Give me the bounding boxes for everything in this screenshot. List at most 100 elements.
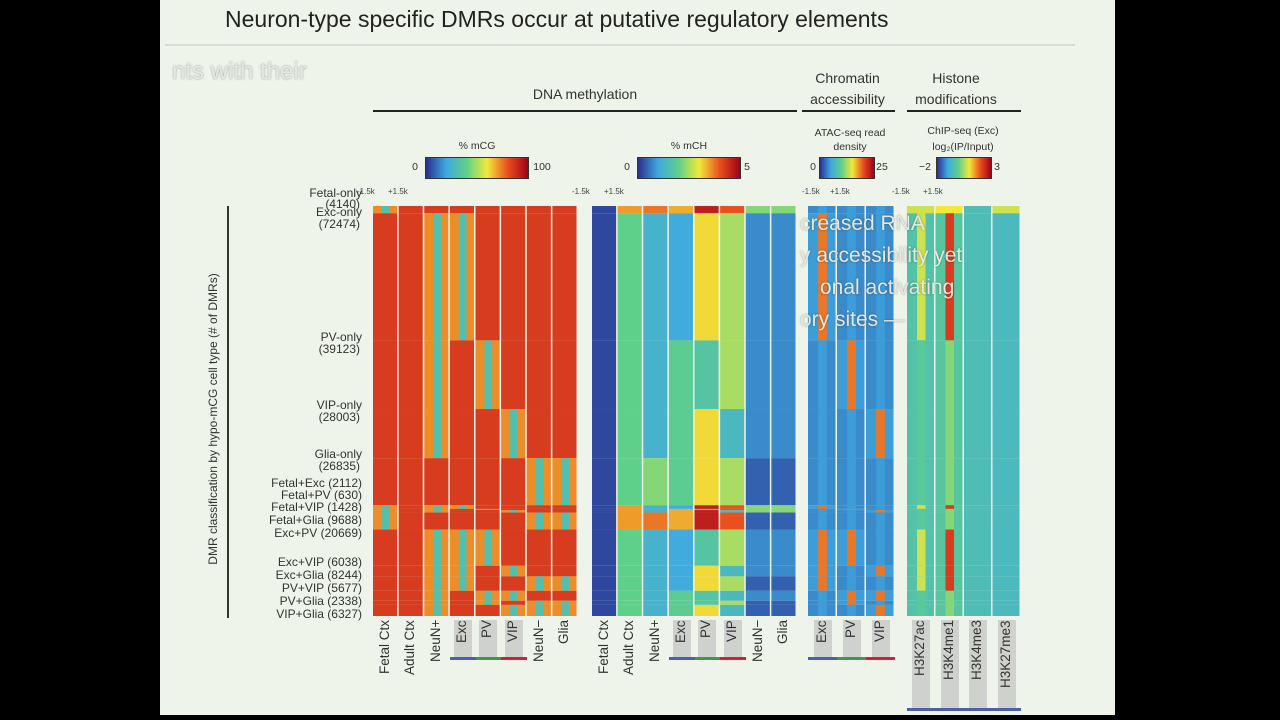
ghost-text: onal activating — [820, 276, 955, 299]
heatmap-cell-center — [818, 576, 827, 591]
heatmap-cell — [964, 600, 991, 605]
heatmap-cell — [694, 590, 719, 601]
heatmap-cell — [992, 505, 1020, 509]
heatmap-cell — [668, 505, 693, 509]
heatmap-cell — [617, 590, 642, 601]
heatmap-cell — [617, 600, 642, 605]
row-group-label: PV-only — [320, 330, 362, 344]
heatmap-cell — [771, 409, 796, 459]
heatmap-cell — [475, 409, 500, 459]
heatmap-cell-center — [876, 590, 885, 601]
heatmap-cell-center — [458, 565, 467, 577]
heatmap-cell — [771, 206, 796, 214]
heatmap-cell — [694, 340, 719, 410]
heatmap-cell-center — [916, 213, 926, 341]
heatmap-cell — [771, 576, 796, 591]
heatmap-cell-center — [561, 604, 570, 616]
row-group-label: PV+Glia (2338) — [279, 594, 362, 608]
heatmap-cell — [526, 508, 551, 511]
heatmap-cell — [643, 512, 668, 530]
heatmap-cell — [592, 512, 617, 530]
heatmap-cell — [398, 458, 423, 506]
heatmap-cell-center — [916, 340, 926, 410]
heatmap-cell — [745, 505, 770, 509]
cell-type-underline — [475, 657, 502, 660]
heatmap-cell — [501, 508, 526, 511]
tick-label: +1.5k — [830, 187, 850, 196]
heatmap-cell-center — [916, 458, 926, 506]
heatmap-cell-center — [916, 600, 926, 605]
heatmap-cell-center — [876, 529, 885, 566]
heatmap-cell-center — [433, 510, 441, 513]
cell-type-underline — [808, 657, 837, 660]
heatmap-cell-center — [847, 409, 856, 459]
heatmap-cell-center — [433, 576, 441, 591]
row-group-label: Fetal+PV (630) — [280, 488, 362, 502]
heatmap-cell-center — [818, 213, 827, 341]
section-chromatin-accessibility: Chromatin accessibility — [810, 70, 885, 107]
heatmap-cell — [992, 576, 1020, 591]
heatmap-cell — [668, 213, 693, 341]
heatmap-cell — [592, 505, 617, 509]
heatmap-cell-center — [876, 565, 885, 577]
heatmap-cell — [720, 409, 745, 459]
heatmap-cell — [449, 340, 474, 410]
heatmap-cell-center — [916, 512, 926, 530]
heatmap-cell — [449, 206, 474, 214]
heatmap-cell-center — [433, 340, 441, 410]
heatmap-cell — [475, 505, 500, 509]
section-dna-methylation: DNA methylation — [532, 86, 638, 102]
heatmap-cell — [552, 565, 577, 577]
ghost-text: y accessibility yet — [800, 244, 963, 267]
heatmap-cell — [694, 510, 719, 513]
colorbar-chip — [936, 157, 992, 179]
heatmap-cell-center — [381, 206, 390, 214]
heatmap-cell — [964, 505, 991, 509]
heatmap-cell — [745, 458, 770, 506]
heatmap-cell — [373, 409, 398, 459]
heatmap-cell-center — [945, 505, 955, 509]
heatmap-cell — [501, 340, 526, 410]
row-group-label: PV+VIP (5677) — [281, 581, 362, 595]
row-group-count: (26835) — [318, 459, 360, 473]
heatmap-cell — [771, 512, 796, 530]
heatmap-cell — [398, 576, 423, 591]
heatmap-cell-center — [510, 565, 518, 577]
heatmap-cell — [964, 340, 991, 410]
heatmap-cell — [398, 604, 423, 616]
heatmap-cell — [720, 340, 745, 410]
heatmap-cell — [964, 213, 991, 341]
colorbar-min: 0 — [624, 161, 630, 173]
colorbar-min: 0 — [810, 161, 816, 173]
heatmap-cell — [720, 529, 745, 566]
heatmap-cell — [373, 213, 398, 341]
heatmap-cell — [992, 206, 1020, 214]
heatmap-cell — [424, 206, 449, 214]
row-group-label: VIP+Glia (6327) — [276, 607, 362, 621]
heatmap-cell — [643, 590, 668, 601]
heatmap-cell — [398, 529, 423, 566]
colorbar-title: % mCG — [458, 140, 496, 152]
heatmap-cell — [398, 590, 423, 601]
heatmap-cell-center — [847, 213, 856, 341]
heatmap-cell-center — [535, 604, 544, 616]
heatmap-cell — [373, 590, 398, 601]
heatmap-cell-center — [381, 512, 390, 530]
heatmap-cell — [720, 213, 745, 341]
heatmap-cell — [475, 213, 500, 341]
tick-label: +1.5k — [923, 187, 943, 196]
heatmap-cell-center — [535, 576, 544, 591]
heatmap-cell — [552, 206, 577, 214]
heatmap-cell — [526, 409, 551, 459]
heatmap-cell — [964, 510, 991, 513]
heatmap-cell-center — [381, 505, 390, 509]
heatmap-cell-center — [847, 565, 856, 577]
heatmap-cell-center — [945, 529, 955, 566]
heatmap-cell — [745, 590, 770, 601]
heatmap-cell — [643, 340, 668, 410]
heatmap-cell — [745, 510, 770, 513]
heatmap-cell — [771, 505, 796, 509]
heatmap-cell — [617, 604, 642, 616]
heatmap-cell — [617, 510, 642, 513]
heatmap-cell — [398, 508, 423, 511]
